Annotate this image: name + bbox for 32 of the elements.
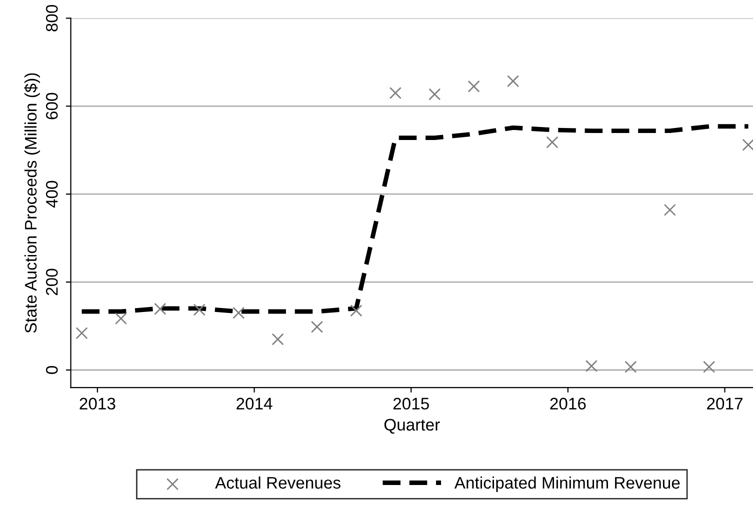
point: [428, 88, 441, 100]
x-axis-title: Quarter: [384, 418, 440, 434]
x-tick-label: 2015: [393, 398, 429, 410]
point: [310, 320, 324, 333]
point: [624, 360, 637, 373]
y-tick-label: 0: [46, 366, 58, 374]
point: [506, 75, 520, 88]
y-axis-title: State Auction Proceeds (Million ($)): [24, 73, 40, 333]
point: [193, 304, 206, 316]
x-tick-label: 2013: [80, 398, 116, 410]
point: [232, 306, 245, 319]
y-tick-label: 600: [46, 92, 58, 120]
point: [389, 86, 402, 100]
point: [154, 302, 166, 315]
point: [546, 136, 558, 148]
legend-label: Anticipated Minimum Revenue: [454, 476, 680, 492]
y-tick-label: 400: [46, 180, 58, 208]
point: [272, 333, 284, 346]
point: [585, 360, 598, 372]
point: [703, 360, 716, 373]
y-tick-label: 800: [46, 4, 58, 32]
point: [664, 204, 676, 216]
point: [76, 326, 88, 340]
point: [742, 138, 753, 151]
point: [350, 304, 362, 317]
x-tick-label: 2014: [236, 398, 272, 410]
x-tick-label: 2016: [550, 398, 586, 410]
point: [114, 312, 128, 325]
point: [468, 80, 480, 92]
y-tick-label: 200: [46, 268, 58, 296]
x-tick-label: 2017: [707, 398, 742, 410]
legend-label: Actual Revenues: [215, 476, 340, 489]
